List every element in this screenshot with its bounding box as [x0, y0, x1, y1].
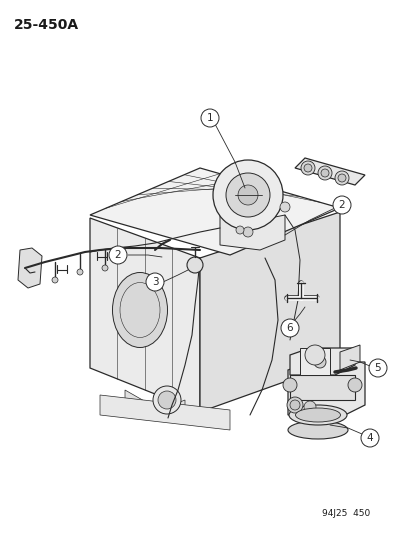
- Circle shape: [102, 265, 108, 271]
- Polygon shape: [299, 348, 329, 375]
- Circle shape: [225, 173, 269, 217]
- Text: 5: 5: [374, 363, 380, 373]
- Circle shape: [286, 397, 302, 413]
- Circle shape: [347, 378, 361, 392]
- Polygon shape: [219, 210, 284, 250]
- Text: 94J25  450: 94J25 450: [321, 509, 369, 518]
- Circle shape: [303, 401, 315, 413]
- Circle shape: [237, 185, 257, 205]
- Circle shape: [201, 109, 218, 127]
- Circle shape: [300, 161, 314, 175]
- Ellipse shape: [288, 405, 346, 425]
- Circle shape: [52, 277, 58, 283]
- Ellipse shape: [112, 272, 167, 348]
- Polygon shape: [199, 212, 339, 412]
- Circle shape: [282, 378, 296, 392]
- Circle shape: [304, 345, 324, 365]
- Circle shape: [368, 359, 386, 377]
- Text: 25-450A: 25-450A: [14, 18, 79, 32]
- Polygon shape: [100, 395, 230, 430]
- Circle shape: [146, 273, 164, 291]
- Ellipse shape: [287, 421, 347, 439]
- Circle shape: [313, 356, 325, 368]
- Circle shape: [235, 226, 243, 234]
- Text: 2: 2: [114, 250, 121, 260]
- Text: 2: 2: [338, 200, 344, 210]
- Circle shape: [360, 429, 378, 447]
- Circle shape: [279, 202, 289, 212]
- Polygon shape: [90, 168, 339, 255]
- Circle shape: [303, 164, 311, 172]
- Circle shape: [77, 269, 83, 275]
- Circle shape: [280, 319, 298, 337]
- Circle shape: [242, 227, 252, 237]
- Polygon shape: [294, 158, 364, 185]
- Polygon shape: [90, 218, 199, 412]
- Text: 4: 4: [366, 433, 373, 443]
- Text: 1: 1: [206, 113, 213, 123]
- Circle shape: [334, 171, 348, 185]
- Polygon shape: [125, 390, 185, 420]
- Circle shape: [332, 196, 350, 214]
- Circle shape: [317, 166, 331, 180]
- Circle shape: [187, 257, 202, 273]
- Circle shape: [153, 386, 180, 414]
- Circle shape: [320, 169, 328, 177]
- Circle shape: [289, 400, 299, 410]
- Circle shape: [158, 391, 176, 409]
- Polygon shape: [289, 348, 354, 375]
- Polygon shape: [339, 345, 359, 370]
- Ellipse shape: [295, 408, 339, 422]
- Circle shape: [337, 174, 345, 182]
- Polygon shape: [289, 375, 354, 400]
- Text: 6: 6: [286, 323, 292, 333]
- Circle shape: [109, 246, 127, 264]
- Polygon shape: [287, 362, 364, 415]
- Polygon shape: [18, 248, 42, 288]
- Text: 3: 3: [151, 277, 158, 287]
- Circle shape: [212, 160, 282, 230]
